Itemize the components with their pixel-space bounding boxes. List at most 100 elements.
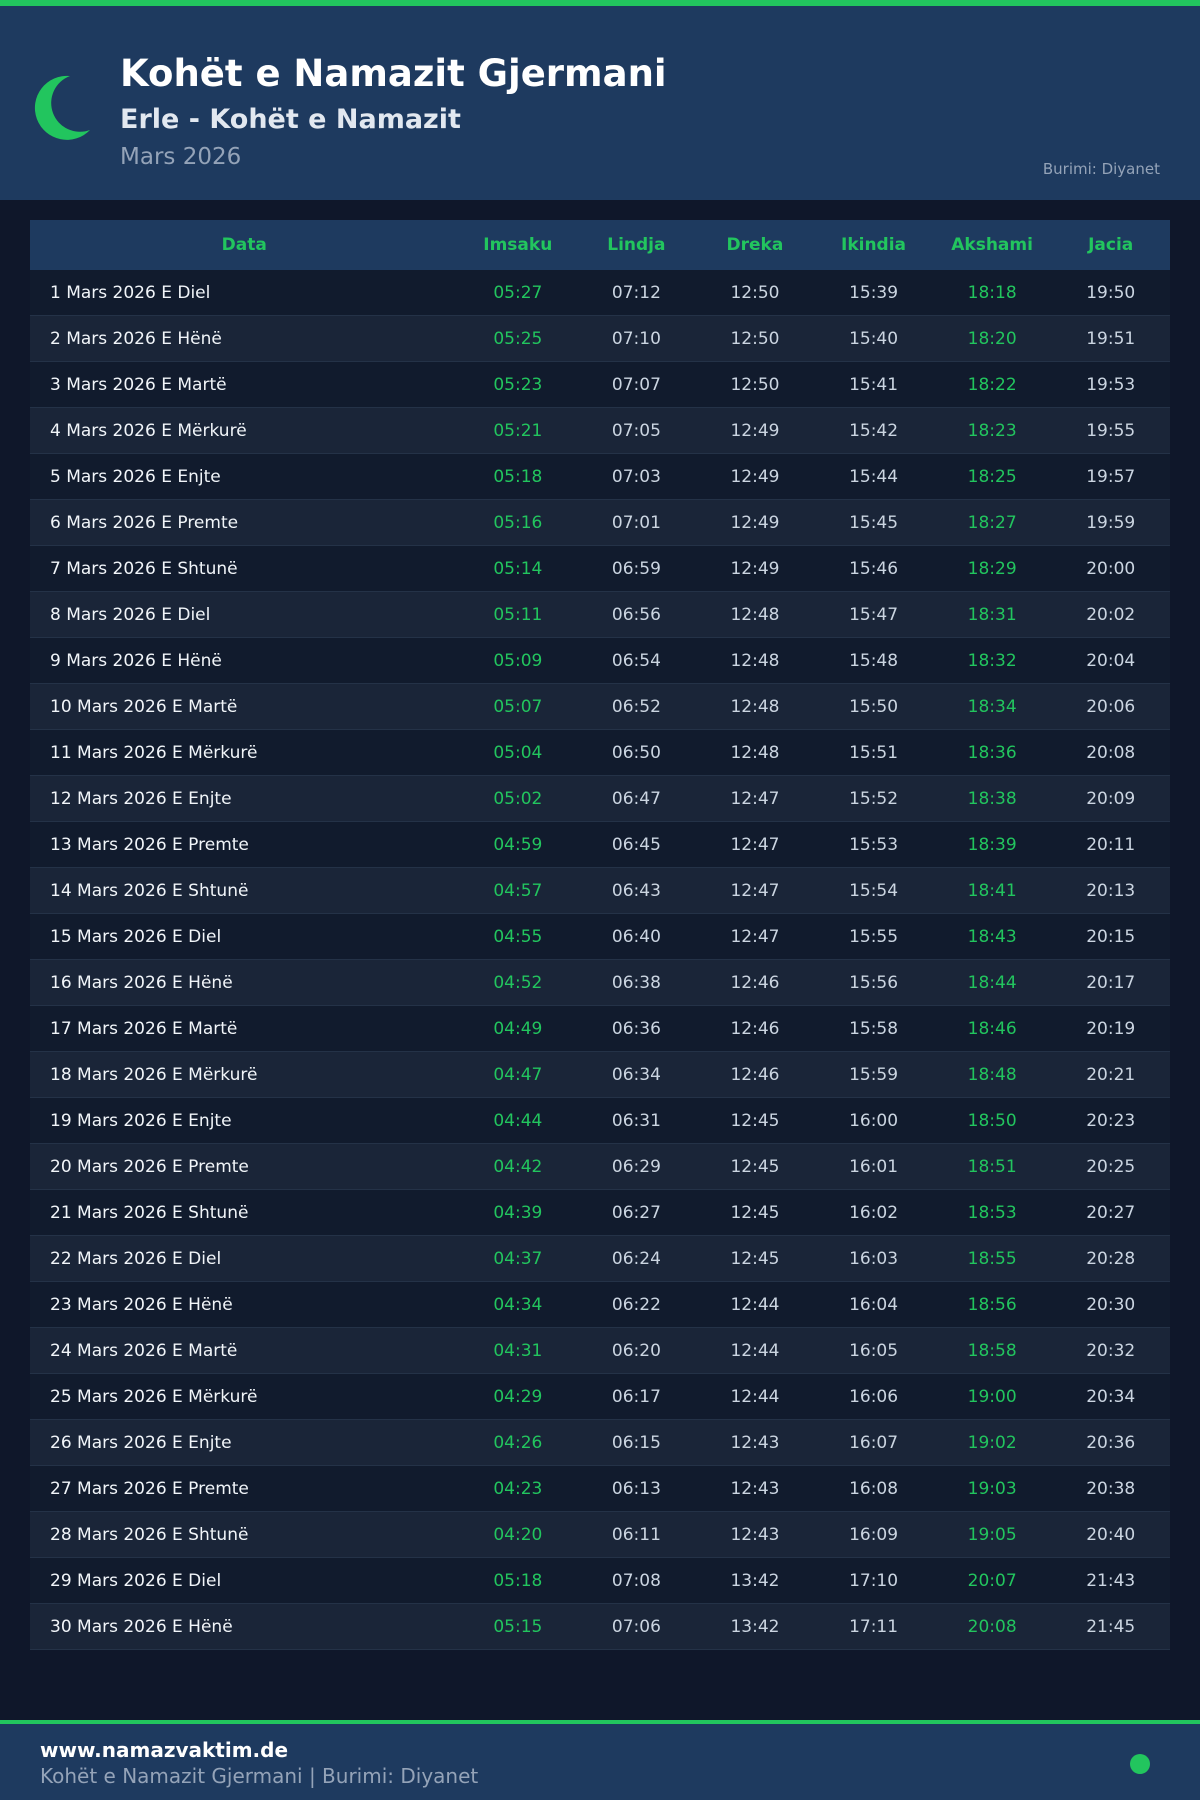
date-cell: 9 Mars 2026 E Hënë: [50, 650, 222, 671]
time-cell-akshami: 18:38: [967, 788, 1017, 809]
time-cell-jacia: 20:04: [1086, 650, 1136, 671]
date-cell: 27 Mars 2026 E Premte: [50, 1478, 249, 1499]
date-cell: 6 Mars 2026 E Premte: [50, 512, 239, 533]
time-cell-akshami: 19:05: [967, 1524, 1017, 1545]
time-cell-lindja: 06:17: [611, 1386, 661, 1407]
date-cell: 22 Mars 2026 E Diel: [50, 1248, 222, 1269]
time-cell-dreka: 12:47: [730, 926, 780, 947]
time-cell-dreka: 12:48: [730, 696, 780, 717]
time-cell-lindja: 06:13: [611, 1478, 661, 1499]
time-cell-akshami: 19:00: [967, 1386, 1017, 1407]
footer-site-link[interactable]: www.namazvaktim.de: [40, 1738, 289, 1762]
time-cell-ikindia: 16:05: [849, 1340, 899, 1361]
date-cell: 30 Mars 2026 E Hënë: [50, 1616, 233, 1637]
time-cell-lindja: 06:43: [611, 880, 661, 901]
date-cell: 7 Mars 2026 E Shtunë: [50, 558, 238, 579]
time-cell-dreka: 12:47: [730, 788, 780, 809]
date-cell: 1 Mars 2026 E Diel: [50, 282, 211, 303]
time-cell-ikindia: 16:04: [849, 1294, 899, 1315]
time-cell-imsaku: 04:26: [493, 1432, 543, 1453]
table-row: 6 Mars 2026 E Premte 05:16 07:01 12:49 15:45…: [30, 500, 1170, 546]
time-cell-dreka: 12:44: [730, 1340, 780, 1361]
time-cell-imsaku: 04:42: [493, 1156, 543, 1177]
time-cell-ikindia: 15:40: [849, 328, 899, 349]
table-row: 27 Mars 2026 E Premte 04:23 06:13 12:43 16:0…: [30, 1466, 1170, 1512]
date-cell: 29 Mars 2026 E Diel: [50, 1570, 222, 1591]
time-cell-akshami: 18:39: [967, 834, 1017, 855]
time-cell-imsaku: 05:18: [493, 466, 543, 487]
footer-accent-line: [0, 1720, 1200, 1724]
time-cell-akshami: 18:34: [967, 696, 1017, 717]
time-cell-imsaku: 05:11: [493, 604, 543, 625]
time-cell-dreka: 13:42: [730, 1616, 780, 1637]
time-cell-imsaku: 05:07: [493, 696, 543, 717]
time-cell-jacia: 20:30: [1086, 1294, 1136, 1315]
page-subtitle: Erle - Kohët e Namazit: [120, 104, 461, 135]
time-cell-akshami: 18:23: [967, 420, 1017, 441]
table-row: 26 Mars 2026 E Enjte 04:26 06:15 12:43 16:07…: [30, 1420, 1170, 1466]
time-cell-ikindia: 15:50: [849, 696, 899, 717]
time-cell-akshami: 18:51: [967, 1156, 1017, 1177]
time-cell-imsaku: 04:59: [493, 834, 543, 855]
time-cell-lindja: 07:06: [611, 1616, 661, 1637]
time-cell-akshami: 18:50: [967, 1110, 1017, 1131]
table-row: 20 Mars 2026 E Premte 04:42 06:29 12:45 16:0…: [30, 1144, 1170, 1190]
time-cell-jacia: 19:53: [1086, 374, 1136, 395]
time-cell-ikindia: 15:48: [849, 650, 899, 671]
time-cell-dreka: 12:49: [730, 420, 780, 441]
time-cell-akshami: 18:46: [967, 1018, 1017, 1039]
time-cell-dreka: 12:49: [730, 512, 780, 533]
table-row: 5 Mars 2026 E Enjte 05:18 07:03 12:49 15:44 1…: [30, 454, 1170, 500]
time-cell-jacia: 20:40: [1086, 1524, 1136, 1545]
time-cell-dreka: 12:48: [730, 650, 780, 671]
time-cell-ikindia: 15:41: [849, 374, 899, 395]
table-row: 4 Mars 2026 E Mërkurë 05:21 07:05 12:49 15:4…: [30, 408, 1170, 454]
time-cell-akshami: 20:07: [967, 1570, 1017, 1591]
column-header-lindja: Lindja: [607, 235, 666, 255]
time-cell-imsaku: 04:52: [493, 972, 543, 993]
date-cell: 14 Mars 2026 E Shtunë: [50, 880, 249, 901]
time-cell-akshami: 18:41: [967, 880, 1017, 901]
time-cell-jacia: 20:21: [1086, 1064, 1136, 1085]
time-cell-jacia: 21:45: [1086, 1616, 1136, 1637]
time-cell-dreka: 12:48: [730, 742, 780, 763]
time-cell-jacia: 20:23: [1086, 1110, 1136, 1131]
time-cell-imsaku: 04:29: [493, 1386, 543, 1407]
time-cell-imsaku: 05:23: [493, 374, 543, 395]
table-row: 3 Mars 2026 E Martë 05:23 07:07 12:50 15:41 1…: [30, 362, 1170, 408]
time-cell-ikindia: 15:59: [849, 1064, 899, 1085]
time-cell-jacia: 20:27: [1086, 1202, 1136, 1223]
time-cell-imsaku: 05:15: [493, 1616, 543, 1637]
time-cell-dreka: 12:43: [730, 1478, 780, 1499]
time-cell-lindja: 07:05: [611, 420, 661, 441]
time-cell-akshami: 18:53: [967, 1202, 1017, 1223]
time-cell-dreka: 12:50: [730, 328, 780, 349]
time-cell-imsaku: 04:20: [493, 1524, 543, 1545]
time-cell-lindja: 06:24: [611, 1248, 661, 1269]
date-cell: 12 Mars 2026 E Enjte: [50, 788, 232, 809]
date-cell: 18 Mars 2026 E Mërkurë: [50, 1064, 258, 1085]
table-row: 7 Mars 2026 E Shtunë 05:14 06:59 12:49 15:46…: [30, 546, 1170, 592]
date-cell: 19 Mars 2026 E Enjte: [50, 1110, 232, 1131]
time-cell-ikindia: 15:53: [849, 834, 899, 855]
date-cell: 2 Mars 2026 E Hënë: [50, 328, 222, 349]
time-cell-jacia: 20:19: [1086, 1018, 1136, 1039]
time-cell-ikindia: 16:01: [849, 1156, 899, 1177]
time-cell-imsaku: 04:44: [493, 1110, 543, 1131]
time-cell-lindja: 06:29: [611, 1156, 661, 1177]
time-cell-imsaku: 05:16: [493, 512, 543, 533]
time-cell-dreka: 12:50: [730, 374, 780, 395]
time-cell-imsaku: 04:37: [493, 1248, 543, 1269]
time-cell-jacia: 21:43: [1086, 1570, 1136, 1591]
time-cell-akshami: 18:56: [967, 1294, 1017, 1315]
time-cell-dreka: 12:47: [730, 880, 780, 901]
time-cell-jacia: 20:17: [1086, 972, 1136, 993]
time-cell-ikindia: 15:58: [849, 1018, 899, 1039]
time-cell-jacia: 20:09: [1086, 788, 1136, 809]
time-cell-jacia: 20:00: [1086, 558, 1136, 579]
time-cell-imsaku: 04:23: [493, 1478, 543, 1499]
time-cell-ikindia: 15:56: [849, 972, 899, 993]
status-dot-icon: [1130, 1754, 1150, 1774]
date-cell: 24 Mars 2026 E Martë: [50, 1340, 238, 1361]
time-cell-jacia: 20:25: [1086, 1156, 1136, 1177]
